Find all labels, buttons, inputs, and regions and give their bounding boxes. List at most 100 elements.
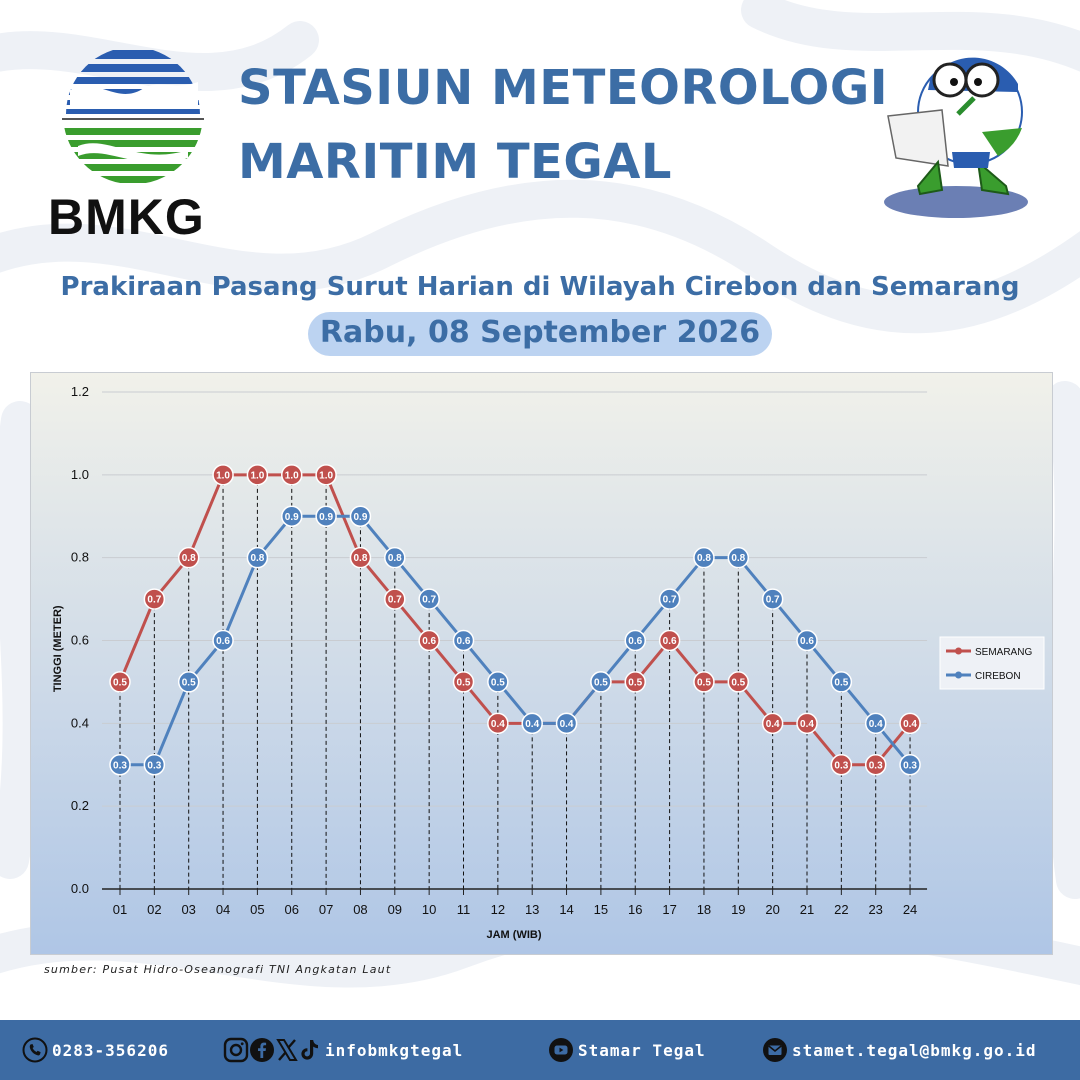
data-point-semarang [246,464,269,486]
x-tick-label: 06 [285,902,299,917]
x-tick-label: 14 [559,902,573,917]
data-label-cirebon: 0.4 [869,719,883,730]
footer-social[interactable]: infobmkgtegal [223,1037,463,1063]
data-point-semarang [384,588,406,610]
data-point-cirebon [487,671,509,693]
y-tick-label: 0.8 [71,550,89,565]
data-point-cirebon [624,629,646,652]
tiktok-icon [301,1040,318,1060]
x-tick-label: 02 [147,902,161,917]
x-tick-label: 08 [353,902,367,917]
data-point-semarang [452,671,475,693]
data-label-cirebon: 0.3 [903,760,917,771]
x-tick-label: 10 [422,902,436,917]
footer-social-text: infobmkgtegal [325,1040,464,1060]
data-label-cirebon: 0.4 [525,719,539,730]
data-point-cirebon [212,629,234,652]
data-point-cirebon [246,546,269,569]
data-label-cirebon: 0.6 [216,636,230,647]
data-point-cirebon [143,754,166,776]
data-label-semarang: 0.6 [422,636,436,647]
data-label-semarang: 0.5 [731,677,745,688]
data-label-semarang: 0.7 [147,595,161,606]
x-tick-label: 15 [594,902,608,917]
data-point-cirebon [555,712,578,735]
data-source: sumber: Pusat Hidro-Oseanografi TNI Angk… [44,963,392,976]
legend-label-semarang: SEMARANG [975,647,1032,658]
tide-chart: 0.0 0.2 0.4 0.6 0.8 1.0 1.2 01 02 03 04 05 06 07 08 09 1… [30,372,1053,955]
data-point-cirebon [109,754,131,776]
data-point-semarang [177,546,200,569]
data-point-semarang [349,546,372,569]
instagram-icon [223,1037,249,1063]
data-label-semarang: 0.5 [457,677,471,688]
data-label-cirebon: 0.8 [388,553,402,564]
data-label-semarang: 0.4 [766,719,780,730]
forecast-subtitle: Prakiraan Pasang Surut Harian di Wilayah… [60,272,1020,302]
data-point-semarang [281,464,303,486]
legend-marker-semarang [955,647,962,655]
footer-phone[interactable]: 0283-356206 [22,1037,169,1063]
data-label-cirebon: 0.7 [663,595,677,606]
x-tick-label: 18 [697,902,711,917]
x-tick-label: 13 [525,902,539,917]
youtube-icon [549,1038,573,1062]
mascot-illustration [884,57,1028,218]
footer-youtube[interactable]: Stamar Tegal [548,1037,706,1063]
data-point-semarang [727,671,750,693]
data-label-cirebon: 0.6 [628,636,642,647]
data-label-cirebon: 0.7 [766,595,780,606]
data-label-cirebon: 0.8 [697,553,711,564]
x-tick-label: 03 [181,902,195,917]
x-tick-label: 24 [903,902,917,917]
x-tick-label: 17 [662,902,676,917]
data-point-semarang [143,588,166,610]
data-point-cirebon [521,712,543,735]
data-label-cirebon: 0.9 [285,512,299,523]
data-label-semarang: 1.0 [285,470,299,481]
data-point-semarang [761,712,784,735]
phone-icon [22,1037,48,1063]
data-point-semarang [796,712,818,735]
x-tick-label: 05 [250,902,264,917]
footer-email[interactable]: stamet.tegal@bmkg.go.id [762,1037,1037,1063]
y-axis-title: TINGGI (METER) [52,605,64,692]
data-point-cirebon [899,754,921,776]
data-point-semarang [212,464,234,486]
x-tick-label: 12 [491,902,505,917]
data-point-semarang [487,712,509,735]
data-point-semarang [899,712,921,735]
data-point-semarang [624,671,646,693]
x-tick-label: 01 [113,902,127,917]
email-icon [763,1038,787,1062]
x-tick-label: 20 [765,902,779,917]
data-label-semarang: 1.0 [250,470,264,481]
data-label-semarang: 0.5 [697,677,711,688]
data-point-semarang [418,629,440,652]
legend-box [939,636,1045,690]
y-tick-label: 1.2 [71,384,89,399]
data-point-cirebon [177,671,200,693]
x-axis-title: JAM (WIB) [487,929,542,941]
data-label-semarang: 0.4 [903,719,917,730]
chart-legend: SEMARANG CIREBON [939,636,1045,690]
data-label-semarang: 0.6 [663,636,677,647]
data-label-semarang: 0.5 [628,677,642,688]
data-label-cirebon: 0.7 [422,595,436,606]
data-point-semarang [658,629,681,652]
facebook-icon [250,1038,274,1062]
legend-label-cirebon: CIREBON [975,671,1021,682]
y-tick-label: 1.0 [71,467,89,482]
x-tick-label: 11 [457,902,471,917]
data-label-semarang: 0.8 [353,553,367,564]
x-tick-label: 23 [868,902,882,917]
legend-marker-cirebon [955,671,962,679]
data-point-cirebon [830,671,853,693]
forecast-date: Rabu, 08 September 2026 [308,312,772,356]
y-tick-label: 0.2 [71,798,89,813]
x-tick-label: 09 [388,902,402,917]
x-icon [276,1039,298,1061]
bmkg-logo [62,50,204,183]
data-point-semarang [109,671,131,693]
data-point-cirebon [727,546,750,569]
